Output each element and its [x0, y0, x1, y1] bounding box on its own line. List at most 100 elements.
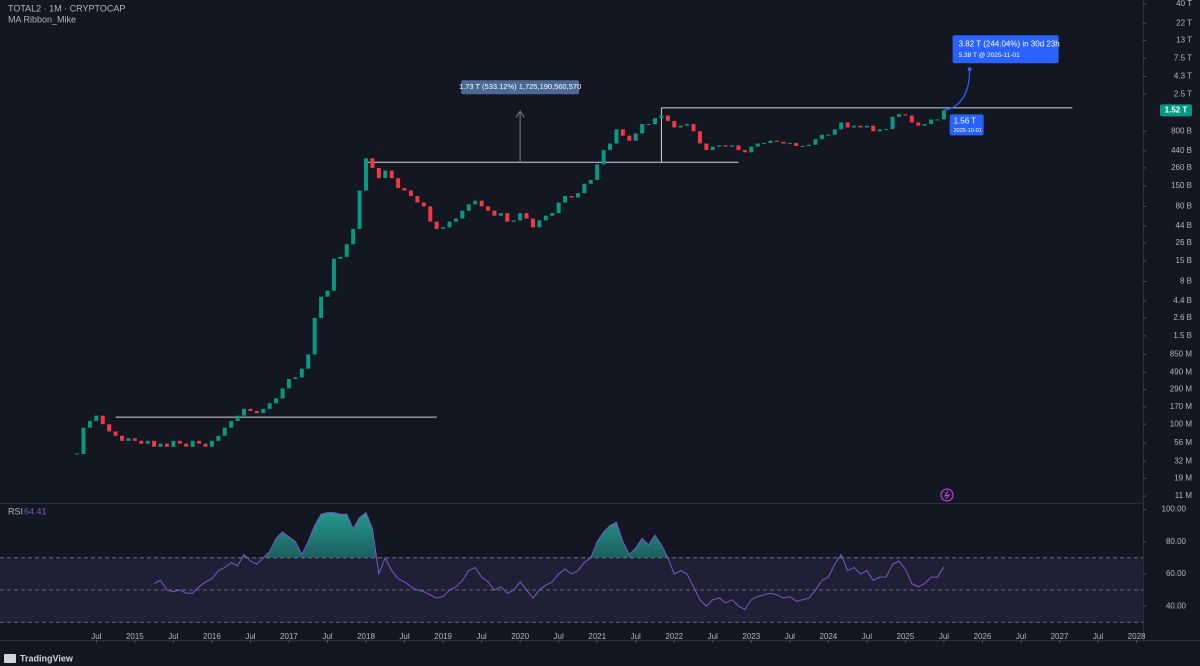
- candle: [466, 204, 471, 211]
- candle: [575, 193, 580, 198]
- candle: [665, 115, 670, 121]
- candle: [652, 118, 657, 125]
- candle: [447, 221, 452, 228]
- candle: [299, 368, 304, 378]
- candle: [736, 145, 741, 151]
- candle: [890, 116, 895, 129]
- candle: [659, 115, 664, 119]
- y-tick-label: 850 M: [1170, 350, 1193, 359]
- brand-logo: [4, 654, 16, 663]
- rsi-tick-label: 100.00: [1162, 505, 1187, 514]
- candle: [858, 125, 863, 128]
- candle: [184, 443, 189, 447]
- measure-box: [461, 80, 580, 95]
- candle: [434, 221, 439, 229]
- forecast-point: [967, 67, 972, 72]
- candle: [126, 438, 131, 441]
- event-icon[interactable]: [940, 488, 954, 502]
- candle: [486, 206, 491, 211]
- candle: [819, 134, 824, 140]
- indicator-name[interactable]: MA Ribbon_Mike: [8, 14, 76, 24]
- candle: [421, 202, 426, 207]
- y-tick-label: 7.5 T: [1174, 53, 1192, 62]
- candle: [742, 150, 747, 153]
- candle: [209, 440, 214, 447]
- candle: [261, 408, 266, 414]
- candle: [916, 122, 921, 126]
- candle: [492, 210, 497, 216]
- y-tick-label: 32 M: [1174, 456, 1192, 465]
- candle: [896, 114, 901, 117]
- y-tick-label: 13 T: [1176, 36, 1192, 45]
- candle: [691, 124, 696, 132]
- y-tick-label: 56 M: [1174, 438, 1192, 447]
- y-tick-label: 4.4 B: [1173, 296, 1192, 305]
- x-tick-label: 2021: [588, 632, 606, 641]
- candle: [171, 440, 176, 447]
- candle: [383, 170, 388, 179]
- candle: [704, 143, 709, 151]
- candle: [120, 435, 124, 441]
- candle: [351, 228, 356, 245]
- candle: [864, 125, 869, 128]
- x-tick-label: 2020: [511, 632, 529, 641]
- x-tick-label: Jul: [91, 632, 101, 641]
- y-tick-label: 1.5 B: [1173, 331, 1192, 340]
- y-tick-label: 22 T: [1176, 18, 1192, 27]
- candle: [87, 421, 92, 428]
- y-tick-label: 100 M: [1170, 419, 1193, 428]
- marker-box: [949, 114, 984, 136]
- candle: [903, 114, 908, 116]
- candle: [800, 145, 805, 147]
- candle: [614, 129, 619, 144]
- candle: [633, 133, 638, 141]
- candle: [267, 403, 272, 409]
- candle: [293, 377, 298, 379]
- x-tick-label: Jul: [708, 632, 718, 641]
- candle: [884, 128, 889, 130]
- candle: [569, 195, 574, 198]
- candle: [563, 195, 568, 203]
- last-price-badge: [1160, 104, 1192, 117]
- candle: [852, 125, 857, 128]
- rsi-title[interactable]: RSI: [8, 506, 23, 516]
- candle: [331, 258, 336, 291]
- y-tick-label: 80 B: [1176, 201, 1192, 210]
- footer-brand[interactable]: TradingView: [20, 653, 74, 663]
- rsi-line: [153, 511, 945, 611]
- candle: [473, 200, 478, 205]
- candle: [280, 388, 285, 399]
- x-tick-label: Jul: [554, 632, 564, 641]
- y-tick-label: 2.6 B: [1173, 313, 1192, 322]
- y-tick-label: 150 B: [1171, 181, 1192, 190]
- x-tick-label: 2026: [974, 632, 992, 641]
- x-tick-label: 2028: [1128, 632, 1146, 641]
- candle: [518, 213, 523, 221]
- candle: [685, 124, 690, 126]
- symbol-title: TOTAL2 · 1M · CRYPTOCAP: [8, 3, 125, 13]
- candle: [511, 220, 516, 222]
- candle: [242, 408, 247, 416]
- x-tick-label: Jul: [245, 632, 255, 641]
- candle: [762, 142, 767, 144]
- x-tick-label: Jul: [862, 632, 872, 641]
- y-tick-label: 490 M: [1170, 367, 1193, 376]
- candle: [582, 183, 587, 194]
- candle: [132, 438, 137, 441]
- measure-label: 1.73 T (533.12%) 1,725,190,560,570: [459, 82, 581, 91]
- marker-label: 1.56 T: [954, 117, 977, 126]
- candle: [530, 218, 535, 228]
- x-tick-label: 2027: [1051, 632, 1069, 641]
- candle: [254, 410, 259, 414]
- candle: [601, 150, 606, 165]
- y-tick-label: 40 T: [1176, 0, 1192, 8]
- candle: [286, 378, 291, 389]
- candle: [935, 119, 940, 121]
- y-tick-label: 26 B: [1176, 238, 1192, 247]
- candle: [145, 440, 150, 444]
- y-tick-label: 260 B: [1171, 163, 1192, 172]
- candle: [248, 408, 253, 411]
- candle: [755, 143, 760, 147]
- candle: [222, 427, 227, 436]
- candle: [672, 120, 677, 128]
